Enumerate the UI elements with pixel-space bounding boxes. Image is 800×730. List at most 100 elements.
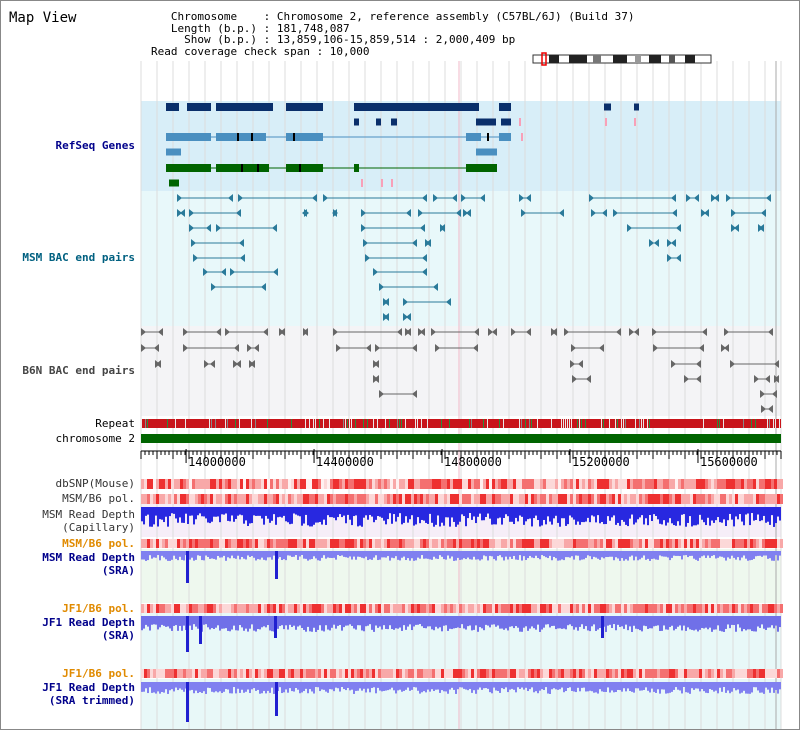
refseq-gene xyxy=(376,118,381,126)
msm-cap-depth-bar xyxy=(743,507,745,526)
msm-cap-depth-bar xyxy=(593,507,595,517)
jf1-pol2-track-cell xyxy=(252,669,255,678)
msm-pol-track-cell xyxy=(279,494,282,504)
msm-pol-track-cell xyxy=(459,494,462,504)
dbsnp-track-cell xyxy=(564,479,567,489)
repeat-mark xyxy=(469,419,470,428)
jf1-pol2-track-cell xyxy=(690,669,693,678)
msm-pol-track-cell xyxy=(411,494,414,504)
msm-sra-depth-bar xyxy=(449,551,451,559)
msm-sra-depth-bar xyxy=(487,551,489,561)
jf1-pol2-track-cell xyxy=(357,669,360,678)
jf1-trim-depth-bar xyxy=(355,682,357,691)
jf1-pol2-track-cell xyxy=(627,669,630,678)
dbsnp-track-cell xyxy=(606,479,609,489)
jf1-sra-depth-bar xyxy=(757,616,759,627)
jf1-sra-depth-bar xyxy=(717,616,719,626)
jf1-pol2-track-cell xyxy=(384,669,387,678)
msm-pol-track-cell xyxy=(693,494,696,504)
msm-pol2-track-cell xyxy=(642,539,645,548)
jf1-trim-depth-bar xyxy=(455,682,457,694)
jf1-sra-depth-bar xyxy=(621,616,623,627)
msm-pol-track-cell xyxy=(615,494,618,504)
jf1-pol2-track-cell xyxy=(537,669,540,678)
msm-cap-depth-bar xyxy=(349,507,351,520)
msm-cap-depth-bar xyxy=(569,507,571,516)
msm-cap-depth-bar xyxy=(221,507,223,515)
msm-sra-depth-bar xyxy=(719,551,721,557)
jf1-pol-track-cell xyxy=(654,604,657,613)
msm-sra-depth-bar xyxy=(577,551,579,556)
jf1-sra-depth-bar xyxy=(211,616,213,629)
jf1-pol-track-cell xyxy=(195,604,198,613)
msm-sra-depth-bar xyxy=(665,551,667,557)
jf1-trim-depth-bar xyxy=(691,682,693,689)
msm-pol-track-cell xyxy=(324,494,327,504)
msm-cap-depth-bar xyxy=(763,507,765,516)
repeat-mark xyxy=(167,419,168,428)
msm-sra-depth-bar xyxy=(195,551,197,560)
msm-sra-depth-bar xyxy=(749,551,751,561)
msm-pol-track-cell xyxy=(354,494,357,504)
msm-cap-depth-bar xyxy=(589,507,591,523)
jf1-trim-depth-bar xyxy=(323,682,325,690)
msm-cap-depth-bar xyxy=(145,507,147,516)
jf1-trim-depth-bar xyxy=(539,682,541,691)
msm-pol-track-cell xyxy=(534,494,537,504)
msm-pol-track-cell xyxy=(348,494,351,504)
jf1-trim-depth-bar xyxy=(611,682,613,691)
msm-pol2-track-cell xyxy=(396,539,399,548)
msm-sra-depth-bar xyxy=(603,551,605,559)
msm-sra-depth-bar xyxy=(211,551,213,559)
msm-sra-depth-bar xyxy=(269,551,271,558)
msm-pol2-track-cell xyxy=(552,539,555,548)
dbsnp-track-cell xyxy=(345,479,348,489)
jf1-pol2-track-cell xyxy=(720,669,723,678)
jf1-pol2-track-cell xyxy=(618,669,621,678)
jf1-pol2-track-cell xyxy=(198,669,201,678)
dbsnp-track-cell xyxy=(648,479,651,489)
msm-cap-depth-bar xyxy=(363,507,365,518)
jf1-sra-depth-bar xyxy=(369,616,371,625)
msm-cap-depth-bar xyxy=(615,507,617,525)
msm-sra-depth-bar xyxy=(607,551,609,558)
msm-cap-depth-bar xyxy=(253,507,255,516)
msm-cap-depth-bar xyxy=(205,507,207,519)
track-label-msm-bac[interactable]: MSM BAC end pairs xyxy=(22,251,135,264)
repeat-mark xyxy=(717,419,718,428)
jf1-pol2-track-cell xyxy=(372,669,375,678)
msm-cap-depth-bar xyxy=(275,507,277,525)
msm-sra-depth-bar xyxy=(667,551,669,558)
jf1-trim-depth-bar xyxy=(627,682,629,689)
dbsnp-track-cell xyxy=(390,479,393,489)
msm-sra-depth-bar xyxy=(509,551,511,557)
msm-cap-depth-bar xyxy=(677,507,679,522)
msm-pol-track-cell xyxy=(426,494,429,504)
msm-pol-track-cell xyxy=(717,494,720,504)
msm-cap-depth-bar xyxy=(431,507,433,523)
msm-pol-track-cell xyxy=(174,494,177,504)
jf1-trim-depth-bar xyxy=(457,682,459,690)
msm-pol-track-cell xyxy=(297,494,300,504)
msm-sra-depth-bar xyxy=(427,551,429,559)
msm-cap-depth-bar xyxy=(487,507,489,514)
jf1-trim-depth-bar xyxy=(285,682,287,690)
msm-sra-depth-bar xyxy=(539,551,541,560)
jf1-trim-depth-bar xyxy=(551,682,553,690)
b6n-bac-pair-end xyxy=(303,328,308,336)
msm-sra-depth-bar xyxy=(339,551,341,557)
jf1-sra-depth-bar xyxy=(379,616,381,627)
jf1-pol-track-cell xyxy=(402,604,405,613)
track-label-refseq[interactable]: RefSeq Genes xyxy=(55,139,135,152)
dbsnp-track-cell xyxy=(192,479,195,489)
jf1-pol2-track-cell xyxy=(147,669,150,678)
msm-pol-track-cell xyxy=(153,494,156,504)
repeat-track xyxy=(141,419,781,428)
track-label-b6n-bac[interactable]: B6N BAC end pairs xyxy=(22,364,135,377)
msm-cap-depth-bar xyxy=(155,507,157,516)
dbsnp-track-cell xyxy=(738,479,741,489)
dbsnp-track-cell xyxy=(771,479,774,489)
jf1-pol-track-cell xyxy=(276,604,279,613)
repeat-gap xyxy=(415,419,416,428)
